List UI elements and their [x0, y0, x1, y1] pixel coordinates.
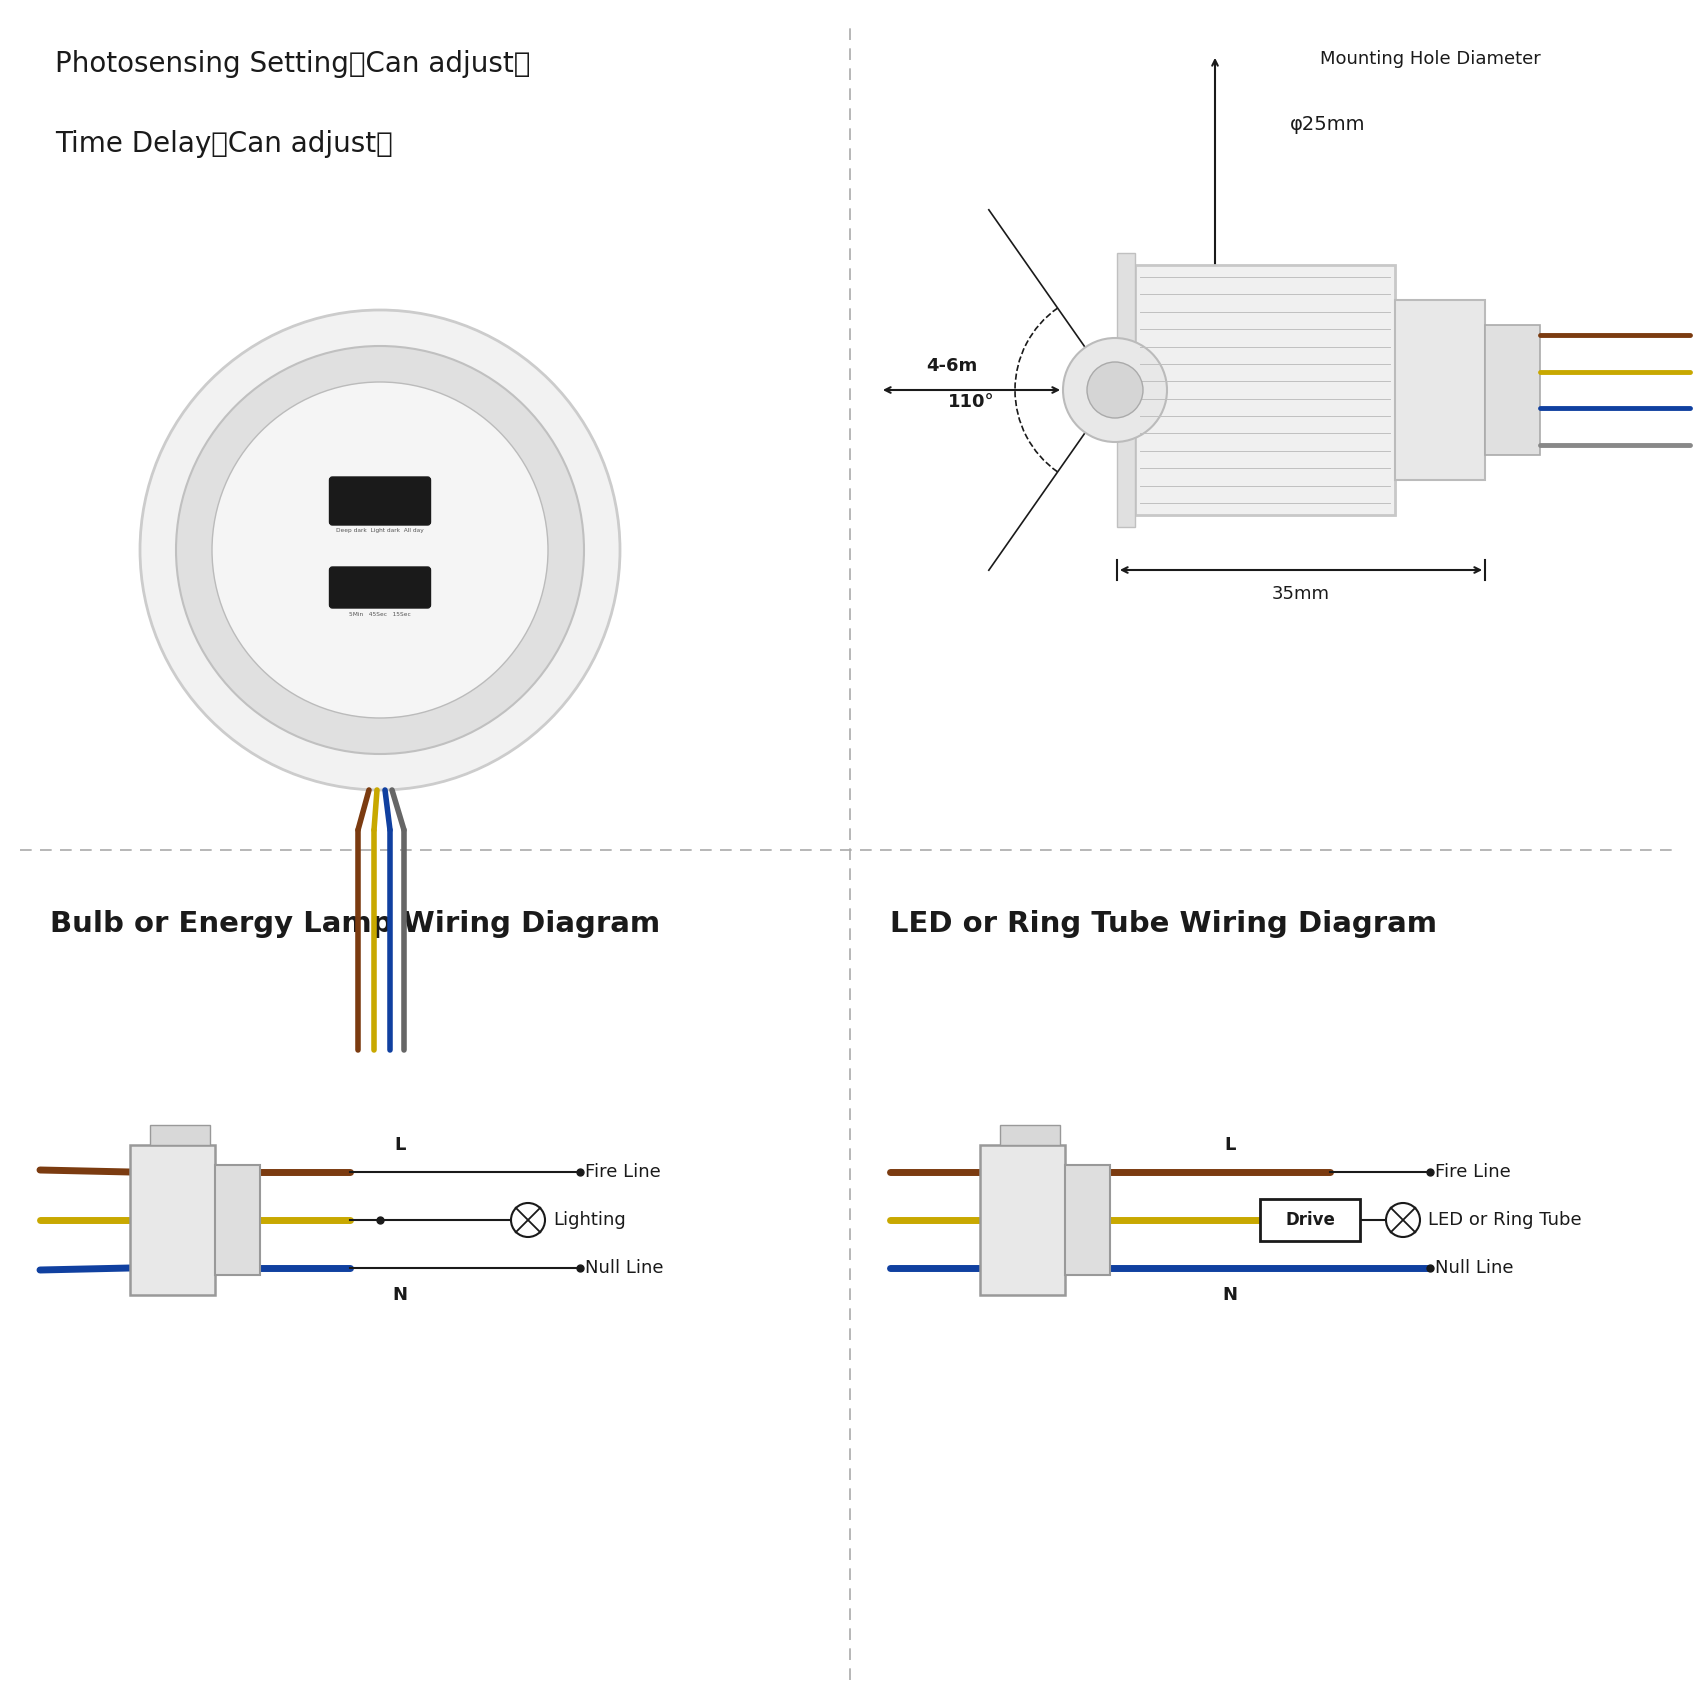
Circle shape: [1086, 362, 1142, 418]
Text: L: L: [1224, 1136, 1236, 1154]
Text: L: L: [394, 1136, 406, 1154]
Circle shape: [177, 347, 585, 755]
Bar: [1136, 265, 1396, 515]
Text: Fire Line: Fire Line: [1435, 1163, 1511, 1182]
Bar: [1000, 1125, 1061, 1146]
Text: LED or Ring Tube Wiring Diagram: LED or Ring Tube Wiring Diagram: [891, 910, 1436, 938]
Bar: [1260, 1198, 1360, 1241]
FancyBboxPatch shape: [330, 568, 430, 609]
Bar: [129, 1146, 214, 1295]
Bar: [150, 1125, 211, 1146]
Bar: [214, 1164, 260, 1275]
Bar: [1064, 1164, 1110, 1275]
Text: Time Delay（Can adjust）: Time Delay（Can adjust）: [54, 129, 393, 158]
Text: Mounting Hole Diameter: Mounting Hole Diameter: [1319, 49, 1540, 68]
Circle shape: [512, 1204, 546, 1238]
Text: Deep dark  Light dark  All day: Deep dark Light dark All day: [337, 529, 423, 534]
Circle shape: [1062, 338, 1166, 442]
FancyBboxPatch shape: [330, 478, 430, 525]
Bar: [1117, 253, 1136, 527]
Text: 5Min   45Sec   15Sec: 5Min 45Sec 15Sec: [348, 612, 411, 617]
Text: 35mm: 35mm: [1272, 585, 1329, 604]
Text: Drive: Drive: [1285, 1210, 1334, 1229]
Bar: [1486, 325, 1540, 456]
Circle shape: [212, 382, 547, 717]
Text: N: N: [393, 1285, 408, 1304]
Text: 4-6m: 4-6m: [927, 357, 978, 376]
Circle shape: [139, 309, 620, 790]
Text: LED or Ring Tube: LED or Ring Tube: [1428, 1210, 1581, 1229]
Bar: [979, 1146, 1064, 1295]
Text: Fire Line: Fire Line: [585, 1163, 661, 1182]
Text: Null Line: Null Line: [585, 1260, 663, 1277]
Text: Photosensing Setting（Can adjust）: Photosensing Setting（Can adjust）: [54, 49, 530, 78]
Text: N: N: [1222, 1285, 1238, 1304]
Text: Lighting: Lighting: [552, 1210, 626, 1229]
Text: φ25mm: φ25mm: [1290, 116, 1365, 134]
Bar: [1396, 299, 1486, 479]
Text: Null Line: Null Line: [1435, 1260, 1513, 1277]
Text: Bulb or Energy Lamp Wiring Diagram: Bulb or Energy Lamp Wiring Diagram: [49, 910, 660, 938]
Text: 110°: 110°: [949, 393, 994, 411]
Circle shape: [1386, 1204, 1420, 1238]
